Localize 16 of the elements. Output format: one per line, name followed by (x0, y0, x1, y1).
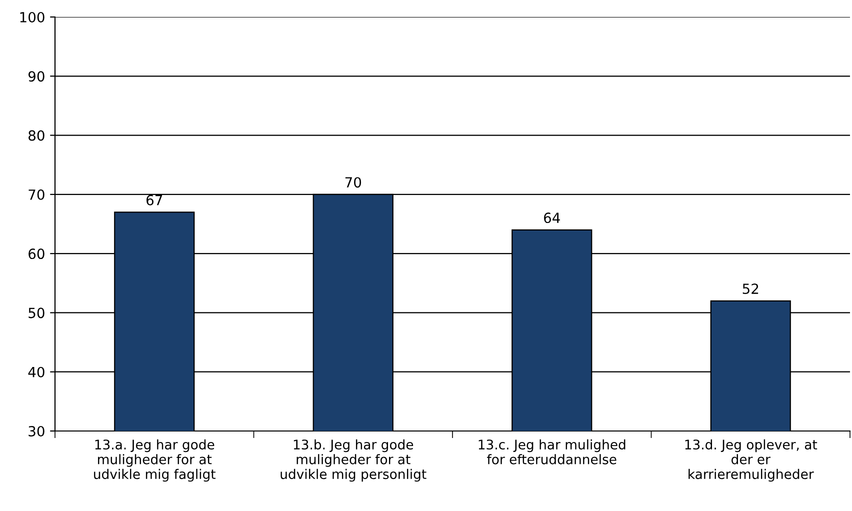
data-label: 70 (345, 177, 362, 188)
y-tick-label: 50 (28, 308, 44, 318)
x-tick-label: 13.c. Jeg har mulighed for efteruddannelse (478, 439, 626, 464)
y-tick-label: 30 (28, 426, 44, 436)
x-tick-label: 13.b. Jeg har gode muligheder for at udvikle mig personligt (280, 439, 426, 482)
x-tick-label: 13.d. Jeg oplever, at der er karrieremuligheder (685, 439, 818, 482)
data-label: 52 (742, 284, 758, 294)
y-tick-label: 100 (20, 12, 44, 22)
x-tick-label: 13.a. Jeg har gode muligheder for at udvikle mig fagligt (94, 439, 216, 482)
y-tick-label: 80 (28, 130, 44, 141)
data-label: 64 (544, 212, 560, 224)
y-tick-label: 60 (28, 248, 44, 260)
y-tick-label: 90 (28, 71, 44, 82)
data-label: 67 (146, 194, 162, 206)
y-tick-label: 40 (28, 366, 44, 378)
y-tick-label: 70 (28, 189, 44, 200)
